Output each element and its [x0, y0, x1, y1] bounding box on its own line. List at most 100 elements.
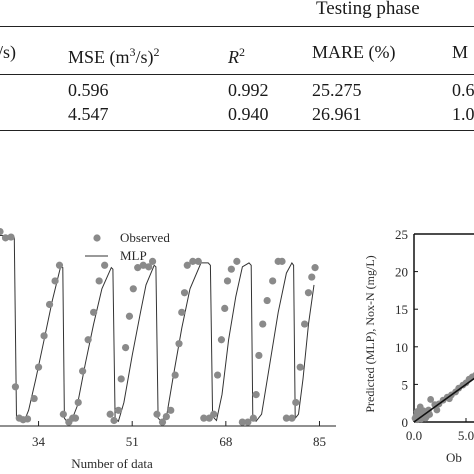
- y-tick-label: 20: [395, 265, 408, 280]
- observed-point: [244, 418, 252, 426]
- x-tick-label: 5.0: [458, 428, 474, 443]
- observed-point: [221, 304, 229, 312]
- observed-point: [95, 277, 103, 285]
- observed-point: [11, 383, 20, 391]
- observed-point: [233, 257, 241, 265]
- column-header-mare: MARE (%): [312, 42, 396, 62]
- observed-point: [1, 234, 10, 242]
- scatter-point: [471, 372, 474, 379]
- observed-point: [278, 257, 286, 265]
- observed-point: [171, 371, 179, 379]
- x-axis-label: Number of data: [71, 456, 153, 471]
- time-series-chart: 34 51 68 85 Number of data Observed MLP: [0, 227, 336, 471]
- scatter-point: [433, 406, 441, 414]
- row-2-r2: 0.940: [228, 104, 269, 124]
- x-axis-label: Ob: [446, 450, 462, 465]
- observed-point: [55, 261, 64, 269]
- observed-point: [153, 410, 161, 418]
- observed-point: [194, 257, 202, 265]
- observed-point: [255, 351, 263, 360]
- observed-point: [227, 265, 235, 273]
- observed-point: [217, 336, 226, 344]
- observed-point: [0, 227, 4, 236]
- column-header-mse: MSE (m3/s)2: [68, 45, 160, 67]
- observed-point: [117, 375, 125, 383]
- observed-point: [252, 391, 260, 399]
- row-2-m: 1.0: [452, 104, 474, 124]
- y-tick-label: 0: [402, 415, 409, 430]
- legend-observed-marker: [93, 234, 101, 242]
- observed-point: [134, 264, 142, 272]
- y-tick-label: 25: [395, 227, 408, 242]
- observed-point: [158, 418, 167, 426]
- observed-point: [263, 296, 271, 305]
- observed-point: [200, 414, 208, 422]
- observed-point: [167, 406, 175, 414]
- observed-point: [79, 367, 87, 375]
- legend-observed-label: Observed: [120, 230, 170, 245]
- observed-point: [213, 371, 222, 379]
- row-1-mare: 25.275: [312, 80, 362, 100]
- scatter-point: [422, 414, 429, 422]
- row-1-r2: 0.992: [228, 80, 269, 100]
- fit-line: [413, 377, 474, 423]
- observed-point: [121, 344, 130, 352]
- observed-point: [145, 263, 153, 271]
- observed-point: [7, 233, 15, 241]
- mlp-series-line: [0, 235, 315, 423]
- x-tick-label: 85: [313, 434, 326, 449]
- observed-point: [71, 414, 80, 422]
- observed-point: [114, 406, 123, 414]
- observed-point: [308, 273, 316, 281]
- observed-point: [304, 289, 313, 297]
- observed-point: [259, 320, 267, 328]
- testing-phase-header: Testing phase: [316, 0, 420, 19]
- x-tick-label: 51: [126, 434, 139, 449]
- observed-point: [223, 277, 232, 285]
- observed-point: [292, 398, 300, 407]
- scatter-point: [427, 396, 435, 403]
- observed-point: [210, 410, 218, 418]
- row-2-mse: 4.547: [68, 104, 109, 124]
- observed-point: [238, 418, 246, 426]
- scatter-chart: 0 5 10 15 20 25 0.0 5.0 Predicted (MLP), Nox-N (…: [363, 227, 474, 465]
- observed-point: [180, 289, 189, 297]
- column-header-r2: R2: [228, 45, 245, 67]
- observed-point: [45, 300, 54, 309]
- row-1-mse: 0.596: [68, 80, 109, 100]
- top-rule: [0, 26, 300, 27]
- observed-point: [269, 277, 277, 285]
- observed-point: [110, 416, 118, 425]
- observed-point: [129, 285, 137, 293]
- x-tick-label: 0.0: [406, 428, 422, 443]
- observed-point: [139, 261, 147, 269]
- observed-point: [162, 412, 170, 421]
- bottom-rule: [0, 130, 474, 131]
- results-table: Testing phase /s) MSE (m3/s)2 R2 MARE (%…: [0, 0, 474, 140]
- observed-point: [178, 308, 186, 316]
- observed-point: [301, 320, 309, 328]
- observed-point: [125, 312, 134, 320]
- observed-point: [23, 415, 32, 423]
- observed-point: [183, 261, 191, 269]
- observed-point: [40, 332, 48, 340]
- observed-point: [311, 264, 319, 272]
- scatter-point: [413, 408, 421, 415]
- observed-point: [296, 363, 304, 371]
- observed-point: [74, 398, 82, 407]
- x-tick-label: 68: [219, 434, 232, 449]
- observed-point: [148, 257, 157, 265]
- legend-mlp-label: MLP: [120, 248, 147, 263]
- group-header-rule: [300, 26, 474, 27]
- observed-point: [84, 336, 92, 344]
- observed-point: [90, 308, 98, 316]
- row-1-m: 0.6: [452, 80, 474, 100]
- observed-point: [51, 277, 59, 285]
- y-axis-label: Predicted (MLP), Nox-N (mg/L): [363, 255, 377, 412]
- y-tick-label: 5: [402, 377, 409, 392]
- observed-point: [59, 410, 67, 418]
- observed-point: [30, 394, 38, 403]
- observed-point: [106, 410, 114, 418]
- x-tick-label: 34: [32, 434, 46, 449]
- observed-point: [282, 414, 291, 422]
